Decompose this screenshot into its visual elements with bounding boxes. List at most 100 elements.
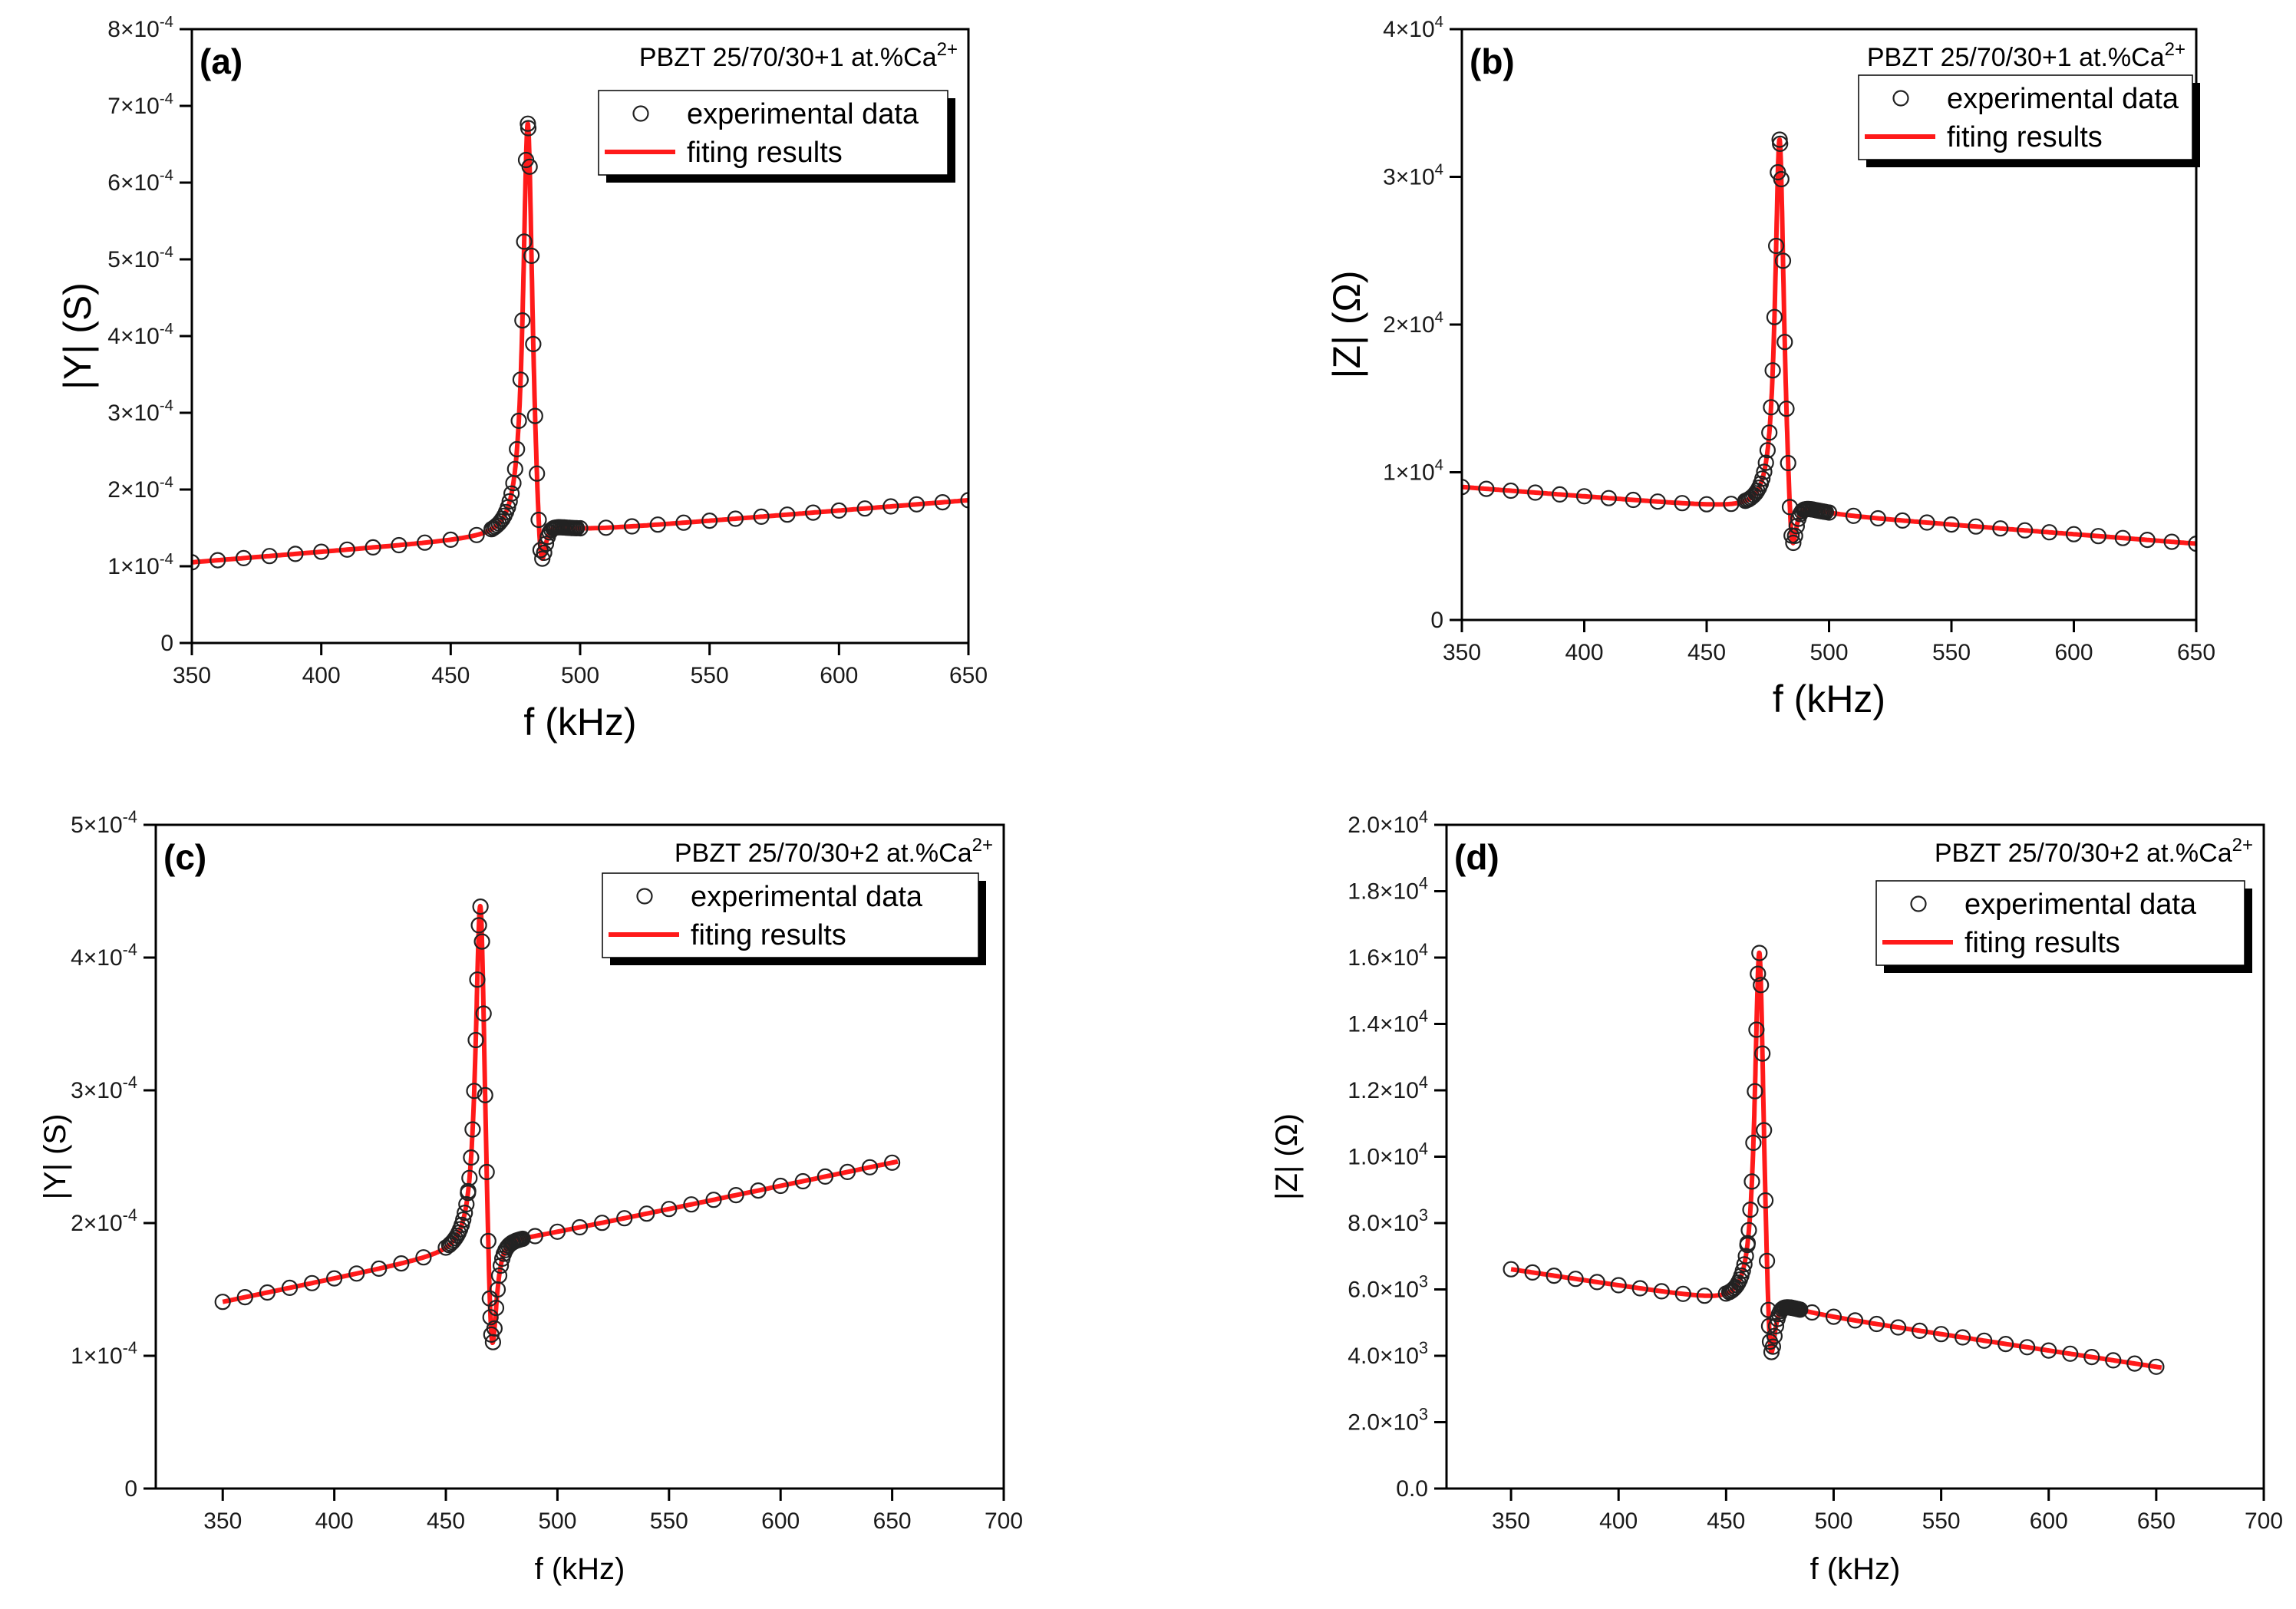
data-point [466,1083,483,1100]
legend-marker-icon [636,888,653,905]
data-point [509,440,526,458]
data-point [261,548,278,565]
x-tick-label: 550 [1932,640,1971,665]
x-tick-label: 650 [949,663,988,688]
data-point [503,485,520,502]
x-tick-label: 700 [985,1508,1023,1534]
panel-label: (a) [200,41,242,81]
data-point [2062,1345,2079,1362]
legend-label-experimental: experimental data [687,98,919,130]
data-point [727,1186,744,1204]
data-point [649,516,666,533]
data-point [304,1274,321,1291]
data-point [1766,308,1783,325]
data-point [861,1159,879,1175]
y-tick-label: 4.0×103 [1348,1338,1428,1369]
data-point [638,1205,655,1222]
x-axis-title: f (kHz) [1773,678,1885,720]
x-tick-label: 500 [561,663,599,688]
data-point [1766,1327,1783,1344]
x-tick-label: 600 [2054,640,2093,665]
panel-c-chart: 350 400 450 500 550 600 650 700 0 1×10-4 2×10-4 3×1… [38,807,1023,1586]
data-point [487,1299,505,1317]
data-point [338,541,355,558]
y-tick-label: 0 [1430,608,1443,633]
data-point [779,506,796,523]
data-point [1745,1134,1762,1152]
data-point [1773,170,1790,188]
data-point [391,536,407,554]
data-point [490,1267,508,1284]
legend-label-experimental: experimental data [1947,83,2179,115]
data-point [2041,524,2058,541]
data-point [883,1154,901,1171]
data-point [882,498,899,515]
data-point [839,1163,856,1181]
panel-b-chart: 350 400 450 500 550 600 650 0 1×104 2×104 3×104 4×1… [1325,14,2215,720]
data-point [537,536,555,552]
data-point [1778,401,1795,417]
data-point [1757,1192,1774,1209]
fit-line [1462,137,2196,546]
data-point [727,510,744,527]
data-point [192,554,200,571]
legend-box [598,90,948,176]
data-point [1625,491,1641,509]
y-tick-label: 1.0×104 [1348,1139,1428,1170]
data-point [1751,945,1768,961]
data-point [478,1163,495,1181]
data-point [326,1270,343,1287]
x-tick-label: 400 [1599,1508,1638,1534]
x-tick-label: 500 [1814,1508,1852,1534]
data-point [1610,1277,1627,1294]
data-point [475,1005,492,1022]
data-point [830,502,847,519]
data-point [1912,1322,1928,1340]
y-tick-label: 5×10-4 [107,244,173,272]
x-tick-label: 450 [427,1508,465,1534]
y-tick-label: 5×10-4 [71,807,137,838]
data-point [214,1294,231,1311]
legend-label-fit: fiting results [687,137,843,169]
data-point [1786,527,1803,545]
y-tick-label: 2.0×104 [1348,807,1428,838]
data-point [1747,1083,1763,1100]
sample-label: PBZT 25/70/30+1 at.%Ca2+ [1867,39,2185,72]
data-point [463,1149,480,1166]
y-tick-label: 2×104 [1383,309,1443,338]
data-point [1740,1222,1757,1238]
sample-label: PBZT 25/70/30+2 at.%Ca2+ [675,835,993,868]
data-point [1771,131,1788,148]
data-point [348,1265,365,1282]
data-point [1674,1285,1691,1302]
data-point [1780,454,1796,472]
data-point [1756,1122,1773,1139]
data-point [1743,1173,1760,1190]
data-point [571,1218,589,1236]
data-point [520,120,537,137]
fit-line [222,903,899,1345]
data-point [750,1182,767,1199]
data-point [523,247,540,264]
x-tick-label: 550 [1922,1508,1961,1534]
y-tick-label: 1×10-4 [71,1338,137,1369]
data-point [1774,252,1792,269]
data-point [525,335,542,352]
data-point [908,496,925,513]
y-tick-label: 2×10-4 [107,474,173,503]
data-point [623,518,641,535]
data-point [2083,1348,2100,1366]
data-point [2040,1342,2057,1359]
legend: experimental data fiting results [1875,880,2252,973]
data-point [1503,1261,1519,1278]
y-tick-label: 8×10-4 [107,14,173,42]
data-point [457,1205,473,1222]
panel-label: (b) [1470,41,1515,81]
legend-marker-icon [1910,895,1927,912]
data-point [514,1230,531,1248]
data-point [492,1257,510,1274]
legend-box [1875,880,2245,966]
data-point [593,1215,611,1231]
y-tick-label: 3×10-4 [71,1073,137,1103]
data-point [1551,486,1569,503]
